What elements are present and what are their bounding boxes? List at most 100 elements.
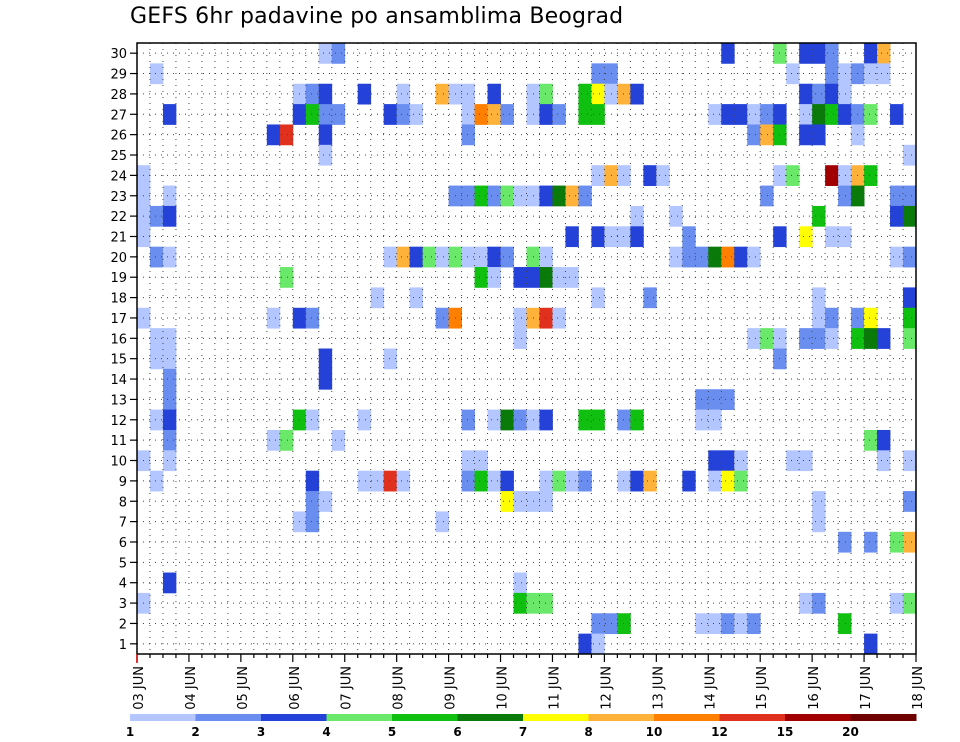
heatmap-cell-m23-9 [539,185,553,207]
colorbar-swatch [261,714,327,721]
heatmap-cell-m10-4 [708,450,722,472]
y-tick-label: 25 [110,149,127,164]
heatmap-cell-m28-5 [435,83,449,105]
heatmap-cell-m23-4 [474,185,488,207]
heatmap-cell-m17-10 [812,307,826,329]
heatmap-cell-m22-2 [162,205,177,227]
heatmap-cell-m10-9 [877,450,891,472]
heatmap-cell-m3-5 [812,592,826,614]
heatmap-cell-m20-20 [747,246,761,268]
heatmap-cell-m28-7 [461,83,475,105]
heatmap-cell-m27-23 [799,104,813,125]
heatmap-cell-m20-19 [734,246,748,268]
heatmap-cell-m9-12 [565,470,579,492]
colorbar-swatch [588,714,655,721]
heatmap-cell-m27-14 [552,104,566,125]
heatmap-cell-m11-4 [864,429,878,451]
heatmap-cell-m19-0 [279,267,294,288]
heatmap-cell-m16-0 [149,328,164,349]
heatmap-cell-m9-8 [487,470,501,492]
heatmap-cell-m14-0 [162,368,177,390]
heatmap-cell-m27-10 [487,104,501,125]
heatmap-cell-m3-6 [890,592,904,614]
heatmap-cell-m16-8 [825,328,839,349]
heatmap-cell-m19-6 [552,267,566,288]
heatmap-cell-m23-1 [162,185,177,207]
x-tick-label: 06 JUN [288,666,303,710]
heatmap-cell-m17-14 [903,307,917,329]
heatmap-cell-m9-19 [721,470,735,492]
x-tick-label: 18 JUN [911,666,926,710]
colorbar-swatch [785,714,851,721]
heatmap-cell-m20-8 [461,246,475,268]
heatmap-cell-m28-4 [396,83,411,105]
heatmap-cell-m30-8 [877,43,891,64]
heatmap-cell-m4-1 [513,572,527,594]
heatmap-cell-m17-1 [266,307,281,329]
heatmap-cell-m16-4 [760,328,774,349]
colorbar-tick-label: 7 [519,725,527,739]
heatmap-cell-m10-8 [799,450,813,472]
heatmap-cell-m30-7 [864,43,878,64]
heatmap-cell-m30-5 [812,43,826,64]
heatmap-cell-m27-13 [539,104,553,125]
heatmap-cell-m24-3 [617,165,631,186]
colorbar-swatch [195,714,262,721]
heatmap-cell-m27-19 [734,104,748,125]
heatmap-cell-m3-3 [539,592,553,614]
heatmap-cell-m7-3 [812,511,826,533]
x-tick-label: 11 JUN [547,666,562,710]
heatmap-cell-m20-18 [721,246,735,268]
heatmap-cell-m18-4 [812,287,826,309]
x-tick-label: 08 JUN [392,666,407,710]
y-tick-label: 4 [119,577,127,592]
heatmap-cell-m27-2 [305,104,320,125]
x-tick-label: 09 JUN [444,666,459,710]
heatmap-cell-m13-0 [162,389,177,410]
heatmap-cell-m29-3 [786,63,800,85]
colorbar-swatch [719,714,786,721]
heatmap-cell-m20-22 [903,246,917,268]
heatmap-cell-m17-11 [825,307,839,329]
heatmap-cell-m24-1 [591,165,605,186]
heatmap-cell-m20-5 [422,246,437,268]
heatmap-cell-m21-2 [591,226,605,248]
heatmap-cell-m16-10 [864,328,878,349]
heatmap-cell-m15-0 [149,348,164,370]
heatmap-cell-m23-16 [890,185,904,207]
heatmap-cell-m9-0 [149,470,164,492]
heatmap-cell-m1-0 [578,633,592,655]
heatmap-cell-m21-1 [565,226,579,248]
heatmap-cell-m12-12 [591,409,605,431]
heatmap-cell-m2-7 [747,613,761,635]
heatmap-cell-m1-2 [864,633,878,655]
y-tick-label: 3 [119,597,127,612]
heatmap-cell-m20-1 [162,246,177,268]
heatmap-cell-m22-3 [630,205,644,227]
heatmap-cell-m21-9 [825,226,839,248]
heatmap-cell-m9-1 [305,470,320,492]
heatmap-cell-m21-5 [630,226,644,248]
heatmap-cell-m9-4 [383,470,398,492]
heatmap-cell-m3-7 [903,592,917,614]
heatmap-cell-m29-5 [838,63,852,85]
colorbar-tick-label: 5 [388,725,396,739]
chart-title: GEFS 6hr padavine po ansamblima Beograd [130,4,624,29]
heatmap-cell-m16-11 [877,328,891,349]
heatmap-cell-m26-8 [812,124,826,146]
heatmap-cell-m2-0 [591,613,605,635]
heatmap-cell-m27-16 [591,104,605,125]
heatmap-cell-m27-18 [721,104,735,125]
colorbar-swatch [392,714,458,721]
heatmap-cell-m28-10 [539,83,553,105]
heatmap-cell-m9-14 [617,470,631,492]
heatmap-cell-m6-3 [903,531,917,553]
y-tick-label: 6 [119,536,127,551]
heatmap-cell-m12-14 [630,409,644,431]
heatmap-cell-m6-2 [890,531,904,553]
heatmap-cell-m19-1 [474,267,488,288]
heatmap-cell-m10-3 [474,450,488,472]
heatmap-cell-m28-19 [838,83,852,105]
heatmap-cell-m12-3 [305,409,320,431]
heatmap-cell-m10-10 [903,450,917,472]
